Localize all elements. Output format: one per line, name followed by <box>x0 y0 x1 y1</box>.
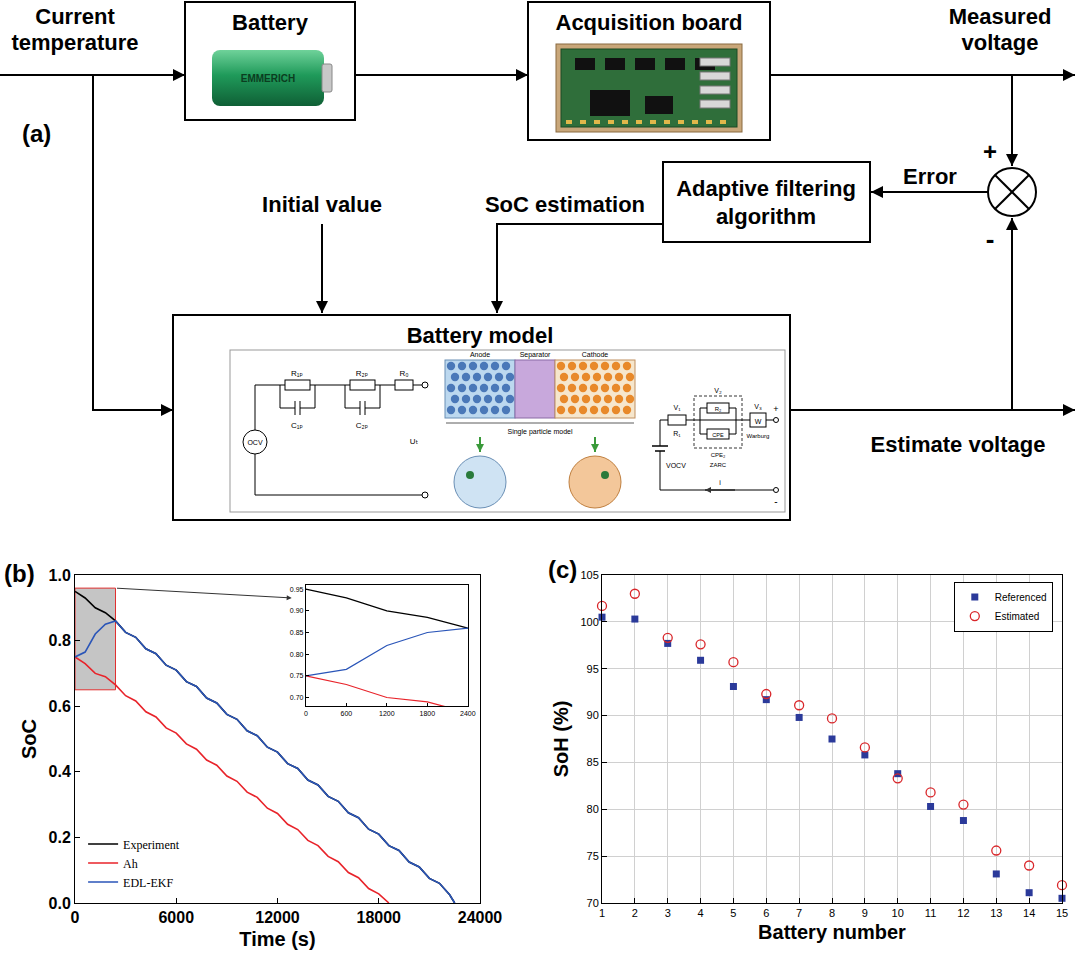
svg-text:Warburg: Warburg <box>747 433 770 439</box>
svg-text:-: - <box>986 224 995 254</box>
svg-text:2: 2 <box>632 907 638 919</box>
svg-text:0.6: 0.6 <box>49 698 71 715</box>
svg-text:1: 1 <box>599 907 605 919</box>
svg-text:Measured: Measured <box>949 4 1052 29</box>
svg-text:Estimated: Estimated <box>995 611 1039 622</box>
svg-text:C₂ₚ: C₂ₚ <box>356 421 368 430</box>
svg-text:1.0: 1.0 <box>49 567 71 584</box>
html-text:(b): (b) <box>4 560 35 587</box>
svg-text:9: 9 <box>862 907 868 919</box>
svg-text:i: i <box>719 479 721 486</box>
svg-text:1200: 1200 <box>379 710 395 717</box>
svg-text:Separator: Separator <box>520 351 551 359</box>
svg-text:Single particle model: Single particle model <box>508 428 573 436</box>
svg-text:6000: 6000 <box>158 909 194 926</box>
svg-text:5: 5 <box>730 907 736 919</box>
svg-text:6: 6 <box>763 907 769 919</box>
svg-text:Cathode: Cathode <box>582 351 609 358</box>
svg-text:C₁ₚ: C₁ₚ <box>291 421 303 430</box>
svg-text:Battery: Battery <box>232 10 309 35</box>
svg-text:Time (s): Time (s) <box>239 928 315 950</box>
svg-text:R₀: R₀ <box>399 369 408 378</box>
svg-text:R₂: R₂ <box>715 406 722 412</box>
svg-text:80: 80 <box>587 803 599 815</box>
svg-text:temperature: temperature <box>11 30 138 55</box>
svg-text:24000: 24000 <box>458 909 503 926</box>
svg-text:2400: 2400 <box>460 710 476 717</box>
svg-text:8: 8 <box>829 907 835 919</box>
svg-text:14: 14 <box>1023 907 1035 919</box>
svg-text:Error: Error <box>903 164 957 189</box>
svg-text:+: + <box>773 404 778 414</box>
svg-text:Uₜ: Uₜ <box>410 437 418 446</box>
svg-text:Referenced: Referenced <box>995 592 1047 603</box>
svg-text:R₁ₚ: R₁ₚ <box>291 369 303 378</box>
svg-text:Adaptive filtering: Adaptive filtering <box>676 176 856 201</box>
svg-text:0.90: 0.90 <box>290 607 304 614</box>
svg-text:85: 85 <box>587 756 599 768</box>
svg-text:ZARC: ZARC <box>710 462 727 468</box>
svg-text:10: 10 <box>892 907 904 919</box>
svg-text:SoH (%): SoH (%) <box>550 701 572 778</box>
svg-text:11: 11 <box>925 907 936 919</box>
svg-text:Ah: Ah <box>123 857 138 871</box>
svg-text:12: 12 <box>957 907 969 919</box>
svg-text:OCV: OCV <box>247 439 263 446</box>
svg-text:100: 100 <box>580 616 598 628</box>
svg-text:SoC: SoC <box>18 719 40 759</box>
svg-text:13: 13 <box>990 907 1002 919</box>
svg-text:V₁: V₁ <box>673 404 681 411</box>
svg-text:0.4: 0.4 <box>49 763 71 780</box>
svg-text:+: + <box>983 138 997 165</box>
svg-text:600: 600 <box>341 710 353 717</box>
svg-text:Battery number: Battery number <box>758 921 906 943</box>
svg-text:EDL-EKF: EDL-EKF <box>123 876 173 890</box>
svg-text:90: 90 <box>587 709 599 721</box>
svg-text:V₃: V₃ <box>754 403 762 410</box>
svg-text:0: 0 <box>71 909 80 926</box>
svg-text:Battery model: Battery model <box>407 323 554 348</box>
svg-text:voltage: voltage <box>961 30 1038 55</box>
svg-text:Estimate voltage: Estimate voltage <box>871 432 1046 457</box>
svg-text:0.0: 0.0 <box>49 895 71 912</box>
svg-text:R₁: R₁ <box>673 430 681 437</box>
svg-text:7: 7 <box>796 907 802 919</box>
svg-text:0.85: 0.85 <box>290 629 304 636</box>
svg-text:3: 3 <box>665 907 671 919</box>
svg-text:0.75: 0.75 <box>290 672 304 679</box>
svg-text:18000: 18000 <box>357 909 402 926</box>
svg-text:1800: 1800 <box>420 710 436 717</box>
svg-text:95: 95 <box>587 663 599 675</box>
svg-text:4: 4 <box>698 907 704 919</box>
svg-text:CPE: CPE <box>712 432 724 438</box>
svg-text:Initial value: Initial value <box>262 192 382 217</box>
svg-text:0.8: 0.8 <box>49 632 71 649</box>
svg-text:0: 0 <box>304 710 308 717</box>
svg-text:70: 70 <box>587 897 599 909</box>
svg-text:Acquisition board: Acquisition board <box>556 10 743 35</box>
svg-text:R₂ₚ: R₂ₚ <box>356 369 368 378</box>
svg-text:Anode: Anode <box>470 351 490 358</box>
svg-text:0.80: 0.80 <box>290 651 304 658</box>
svg-text:(a): (a) <box>22 120 51 147</box>
svg-text:VOCV: VOCV <box>666 462 686 469</box>
svg-text:-: - <box>774 496 777 507</box>
svg-text:W: W <box>755 418 762 425</box>
html-text:(c): (c) <box>548 556 578 583</box>
svg-text:0.2: 0.2 <box>49 829 71 846</box>
svg-text:SoC estimation: SoC estimation <box>485 192 645 217</box>
svg-text:EMMERICH: EMMERICH <box>241 73 295 84</box>
svg-text:Current: Current <box>35 4 115 29</box>
svg-text:Experiment: Experiment <box>123 838 180 852</box>
svg-text:CPE₂: CPE₂ <box>711 452 726 458</box>
svg-text:12000: 12000 <box>255 909 300 926</box>
svg-text:algorithm: algorithm <box>716 204 816 229</box>
svg-text:15: 15 <box>1056 907 1068 919</box>
svg-text:0.70: 0.70 <box>290 694 304 701</box>
svg-text:105: 105 <box>580 569 598 581</box>
svg-text:0.95: 0.95 <box>290 586 304 593</box>
svg-text:V₂: V₂ <box>714 387 722 394</box>
svg-text:75: 75 <box>587 850 599 862</box>
